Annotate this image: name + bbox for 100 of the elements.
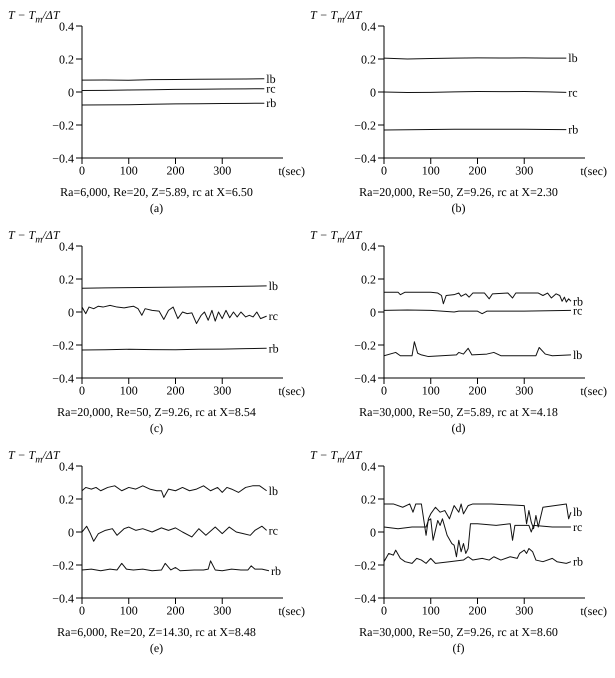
x-tick-label: 300 <box>213 384 232 398</box>
x-tick-label: 200 <box>468 164 486 178</box>
y-tick-label: 0 <box>68 85 74 100</box>
x-tick-label: 0 <box>79 604 85 618</box>
y-tick-label: 0.4 <box>361 19 376 34</box>
y-tick-label: 0 <box>370 305 376 320</box>
y-tick-label: −0.4 <box>354 591 376 606</box>
y-tick-label: −0.4 <box>354 371 376 386</box>
series-label: lb <box>572 505 582 520</box>
y-tick-label: −0.2 <box>52 118 74 132</box>
y-tick-label: −0.4 <box>52 591 74 606</box>
line-series <box>384 292 572 304</box>
x-axis-title: t(sec) <box>278 604 305 619</box>
x-tick-label: 200 <box>468 604 486 618</box>
series-label: rc <box>268 309 278 324</box>
y-axis-title: T − T$_{m}$/ΔT <box>8 8 60 26</box>
x-axis-title: t(sec) <box>580 604 607 619</box>
x-axis-title: t(sec) <box>278 164 305 179</box>
x-tick-label: 300 <box>515 604 534 618</box>
y-axis-title: T − T$_{m}$/ΔT <box>310 228 362 246</box>
line-series <box>82 304 268 324</box>
y-tick-label: 0 <box>68 305 74 320</box>
x-tick-label: 300 <box>213 164 232 178</box>
series-label: lb <box>268 484 278 498</box>
line-series <box>384 341 572 358</box>
x-tick-label: 200 <box>166 604 184 618</box>
series-label: rb <box>266 96 276 110</box>
y-tick-label: −0.2 <box>354 118 376 132</box>
x-tick-label: 100 <box>422 604 440 618</box>
text: Ra=6,000, Re=20, Z=14.30, rc at X=8.48 <box>56 624 257 640</box>
y-axis-title: T − T$_{m}$/ΔT <box>310 448 362 466</box>
y-tick-label: 0 <box>68 525 74 540</box>
y-tick-label: −0.4 <box>52 371 74 386</box>
text: (a) <box>148 200 164 216</box>
y-tick-label: −0.2 <box>52 558 74 572</box>
text: (d) <box>450 420 466 436</box>
y-tick-label: 0.4 <box>59 239 74 254</box>
x-axis-title: t(sec) <box>580 384 607 399</box>
text: Ra=6,000, Re=20, Z=5.89, rc at X=6.50 <box>59 184 254 200</box>
text: (f) <box>452 640 466 656</box>
line-series <box>82 560 270 572</box>
y-tick-label: 0 <box>370 85 376 100</box>
y-tick-label: −0.4 <box>52 151 74 166</box>
y-tick-label: 0.2 <box>59 272 74 286</box>
y-tick-label: 0.4 <box>59 19 74 34</box>
x-tick-label: 100 <box>120 384 138 398</box>
series-label: rb <box>270 564 281 578</box>
x-tick-label: 0 <box>79 384 85 398</box>
text: Ra=30,000, Re=50, Z=5.89, rc at X=4.18 <box>358 404 559 420</box>
series-label: lb <box>268 278 278 293</box>
series-label: rb <box>568 122 578 137</box>
text: (b) <box>450 200 466 216</box>
y-tick-label: 0.2 <box>59 52 74 66</box>
x-tick-label: 0 <box>79 164 85 178</box>
line-series <box>384 548 572 564</box>
x-tick-label: 300 <box>515 384 534 398</box>
series-label: lb <box>568 51 578 66</box>
series-label: rc <box>568 85 578 100</box>
line-series <box>82 526 268 542</box>
y-tick-label: 0.2 <box>361 492 376 506</box>
x-tick-label: 0 <box>381 164 387 178</box>
y-tick-label: −0.2 <box>52 338 74 352</box>
series-label: rc <box>268 523 278 538</box>
x-tick-label: 100 <box>120 604 138 618</box>
x-tick-label: 200 <box>468 384 486 398</box>
y-tick-label: 0.2 <box>59 492 74 506</box>
y-tick-label: 0.4 <box>59 459 74 474</box>
x-tick-label: 300 <box>515 164 534 178</box>
y-tick-label: 0.4 <box>361 459 376 474</box>
y-tick-label: −0.2 <box>354 558 376 572</box>
y-tick-label: 0.2 <box>361 272 376 286</box>
x-tick-label: 100 <box>120 164 138 178</box>
text: (c) <box>148 420 164 436</box>
y-tick-label: 0.2 <box>361 52 376 66</box>
text: Ra=20,000, Re=50, Z=9.26, rc at X=2.30 <box>358 184 559 200</box>
series-label: lb <box>266 72 276 86</box>
x-tick-label: 100 <box>422 384 440 398</box>
y-axis-title: T − T$_{m}$/ΔT <box>8 228 60 246</box>
x-tick-label: 100 <box>422 164 440 178</box>
x-tick-label: 200 <box>166 384 184 398</box>
x-tick-label: 0 <box>381 384 387 398</box>
x-tick-label: 200 <box>166 164 184 178</box>
x-axis-title: t(sec) <box>580 164 607 179</box>
series-label: rb <box>572 554 583 569</box>
text: (e) <box>148 640 164 656</box>
line-series <box>82 485 268 498</box>
y-axis-title: T − T$_{m}$/ΔT <box>8 448 60 466</box>
x-tick-label: 0 <box>381 604 387 618</box>
y-tick-label: 0 <box>370 525 376 540</box>
x-axis-title: t(sec) <box>278 384 305 399</box>
x-tick-label: 300 <box>213 604 232 618</box>
y-tick-label: −0.4 <box>354 151 376 166</box>
text: Ra=20,000, Re=50, Z=9.26, rc at X=8.54 <box>56 404 257 420</box>
text: Ra=30,000, Re=50, Z=9.26, rc at X=8.60 <box>358 624 559 640</box>
y-tick-label: −0.2 <box>354 338 376 352</box>
y-axis-title: T − T$_{m}$/ΔT <box>310 8 362 26</box>
y-tick-label: 0.4 <box>361 239 376 254</box>
series-label: rb <box>268 341 279 356</box>
series-label: rc <box>572 520 582 534</box>
series-label: lb <box>572 348 582 362</box>
